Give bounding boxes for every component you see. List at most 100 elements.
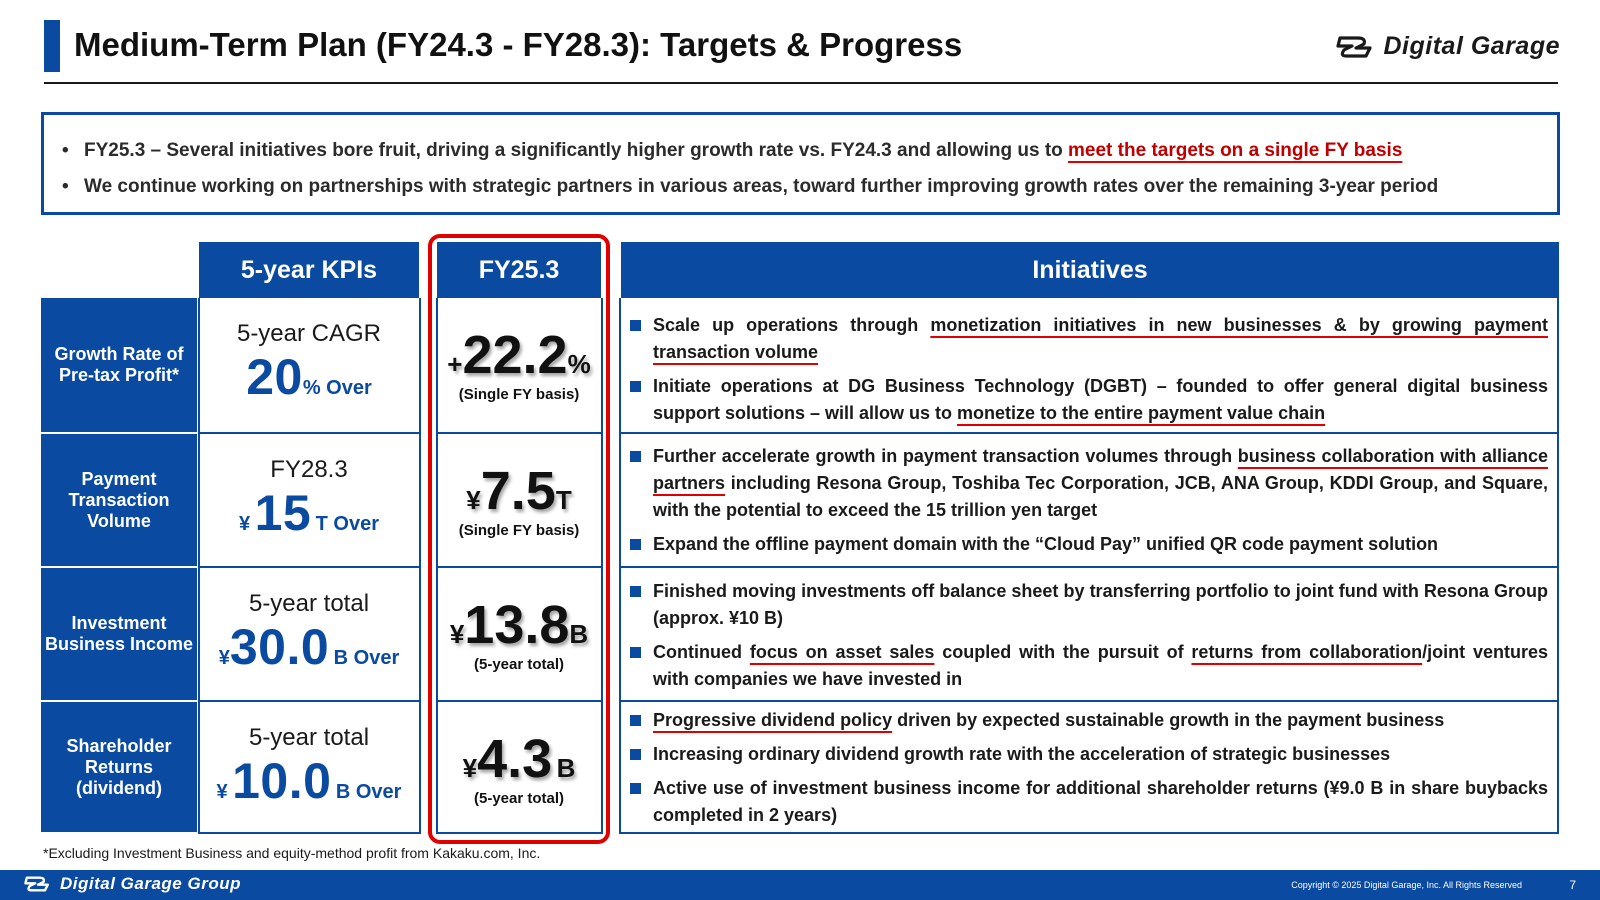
kpi-value: 20 [246, 349, 303, 405]
kpi-period: 5-year CAGR [236, 320, 382, 347]
kpi-cell-shareholder-returns: 5-year total ¥ 10.0 B Over [199, 702, 419, 832]
row-label-payment-volume: Payment Transaction Volume [41, 434, 197, 566]
initiative-highlight: focus on asset sales [749, 642, 935, 662]
fy-value: 13.8 [464, 595, 570, 655]
square-bullet-icon [630, 586, 641, 597]
grid-line [619, 566, 1559, 568]
kpi-prefix: ¥ [216, 781, 228, 803]
square-bullet-icon [630, 381, 641, 392]
kpi-period: FY28.3 [270, 456, 348, 483]
initiative-item: Increasing ordinary dividend growth rate… [630, 741, 1548, 768]
kpi-period: 5-year total [248, 590, 370, 617]
grid-line [436, 700, 602, 702]
row-label-shareholder-returns: Shareholder Returns (dividend) [41, 702, 197, 832]
fy-highlight-frame [428, 234, 610, 844]
initiative-text: Active use of investment business income… [653, 778, 1548, 825]
fy-suffix: % [567, 349, 591, 379]
initiative-text: Initiate operations at DG Business Techn… [653, 376, 1548, 423]
grid-line [436, 566, 602, 568]
initiative-text: driven by expected sustainable growth in… [892, 710, 1445, 730]
initiative-item: Initiate operations at DG Business Techn… [630, 373, 1548, 427]
fy-note: (Single FY basis) [458, 386, 580, 403]
initiatives-growth-rate: Scale up operations through monetization… [630, 312, 1548, 434]
title-accent-bar [44, 20, 60, 72]
footer-logo-text: Digital Garage Group [60, 874, 241, 893]
kpi-suffix: % Over [302, 377, 372, 399]
row-label-investment-income: Investment Business Income [41, 568, 197, 700]
header-kpis: 5-year KPIs [199, 242, 419, 298]
initiative-text: Continued [653, 642, 750, 662]
kpi-target: ¥ 15 T Over [199, 484, 419, 542]
kpi-target: ¥ 10.0 B Over [199, 752, 419, 810]
fy-suffix: B [556, 753, 576, 783]
initiative-text: /joint ventures with companies we have i… [653, 642, 1548, 689]
header-logo: Digital Garage [1335, 32, 1561, 61]
page-title: Medium-Term Plan (FY24.3 - FY28.3): Targ… [74, 26, 963, 63]
grid-line [436, 832, 602, 834]
grid-line [619, 700, 1559, 702]
kpi-prefix: ¥ [218, 647, 230, 669]
kpi-target: ¥30.0 B Over [199, 618, 419, 676]
grid-line [198, 700, 420, 702]
initiative-text: including Resona Group, Toshiba Tec Corp… [653, 473, 1548, 520]
initiative-highlight: business collaboration with alliance par… [653, 446, 1548, 493]
initiative-item: Progressive dividend policy driven by ex… [630, 707, 1548, 734]
fy-note: (5-year total) [473, 656, 565, 673]
header-initiatives: Initiatives [621, 242, 1559, 298]
grid-line [436, 432, 602, 434]
bullet-icon: • [62, 176, 69, 197]
grid-line [619, 432, 1559, 434]
initiative-text: Expand the offline payment domain with t… [653, 534, 1439, 554]
fy-suffix: B [569, 619, 589, 649]
fy-cell-payment-volume: ¥7.5T (Single FY basis) [437, 434, 601, 566]
initiative-text: Further accelerate growth in payment tra… [653, 446, 1238, 466]
kpi-cell-payment-volume: FY28.3 ¥ 15 T Over [199, 434, 419, 566]
initiatives-investment-income: Finished moving investments off balance … [630, 578, 1548, 700]
initiative-highlight: monetize to the entire payment value cha… [957, 403, 1326, 423]
square-bullet-icon [630, 320, 641, 331]
summary-line-2-text: We continue working on partnerships with… [84, 176, 1439, 197]
initiative-highlight: returns from collaboration [1191, 642, 1423, 662]
grid-line [601, 298, 603, 834]
row-label-growth-rate: Growth Rate of Pre-tax Profit* [41, 298, 197, 432]
fy-note: (5-year total) [473, 790, 565, 807]
initiative-text: coupled with the pursuit of [934, 642, 1192, 662]
kpi-value: 10.0 [232, 753, 332, 809]
title-divider [44, 82, 1558, 84]
square-bullet-icon [630, 783, 641, 794]
footer-logo: Digital Garage Group [24, 874, 241, 894]
fy-cell-shareholder-returns: ¥4.3 B (5-year total) [437, 702, 601, 832]
summary-line-1-text: FY25.3 – Several initiatives bore fruit,… [84, 140, 1069, 161]
fy-cell-growth-rate: +22.2% (Single FY basis) [437, 298, 601, 432]
initiative-item: Expand the offline payment domain with t… [630, 531, 1548, 558]
summary-box: • FY25.3 – Several initiatives bore frui… [41, 112, 1560, 215]
initiative-item: Scale up operations through monetization… [630, 312, 1548, 366]
kpi-value: 15 [254, 485, 312, 541]
initiatives-payment-volume: Further accelerate growth in payment tra… [630, 443, 1548, 565]
square-bullet-icon [630, 749, 641, 760]
kpi-target: 20% Over [199, 348, 419, 406]
square-bullet-icon [630, 715, 641, 726]
kpi-cell-growth-rate: 5-year CAGR 20% Over [199, 298, 419, 432]
initiative-highlight: Progressive dividend policy [653, 710, 893, 730]
fy-prefix: ¥ [466, 485, 481, 515]
summary-line-1-highlight: meet the targets on a single FY basis [1068, 140, 1403, 161]
initiatives-shareholder-returns: Progressive dividend policy driven by ex… [630, 707, 1548, 836]
fy-value: 22.2 [462, 325, 568, 385]
fy-note: (Single FY basis) [458, 522, 580, 539]
initiative-highlight: monetization initiatives in new business… [653, 315, 1548, 362]
fy-result: ¥7.5T [437, 460, 601, 522]
grid-line [619, 832, 1559, 834]
initiative-item: Active use of investment business income… [630, 775, 1548, 829]
kpi-prefix: ¥ [238, 513, 251, 535]
kpi-value: 30.0 [229, 619, 330, 675]
initiative-item: Continued focus on asset sales coupled w… [630, 639, 1548, 693]
kpi-cell-investment-income: 5-year total ¥30.0 B Over [199, 568, 419, 700]
digital-garage-logo-icon [1335, 35, 1372, 58]
fy-suffix: T [555, 485, 572, 515]
initiative-item: Further accelerate growth in payment tra… [630, 443, 1548, 524]
initiative-text: Finished moving investments off balance … [653, 581, 1548, 628]
summary-bullet-2: • We continue working on partnerships wi… [62, 169, 1537, 205]
header-fy: FY25.3 [437, 242, 601, 298]
fy-result: +22.2% [437, 324, 601, 386]
